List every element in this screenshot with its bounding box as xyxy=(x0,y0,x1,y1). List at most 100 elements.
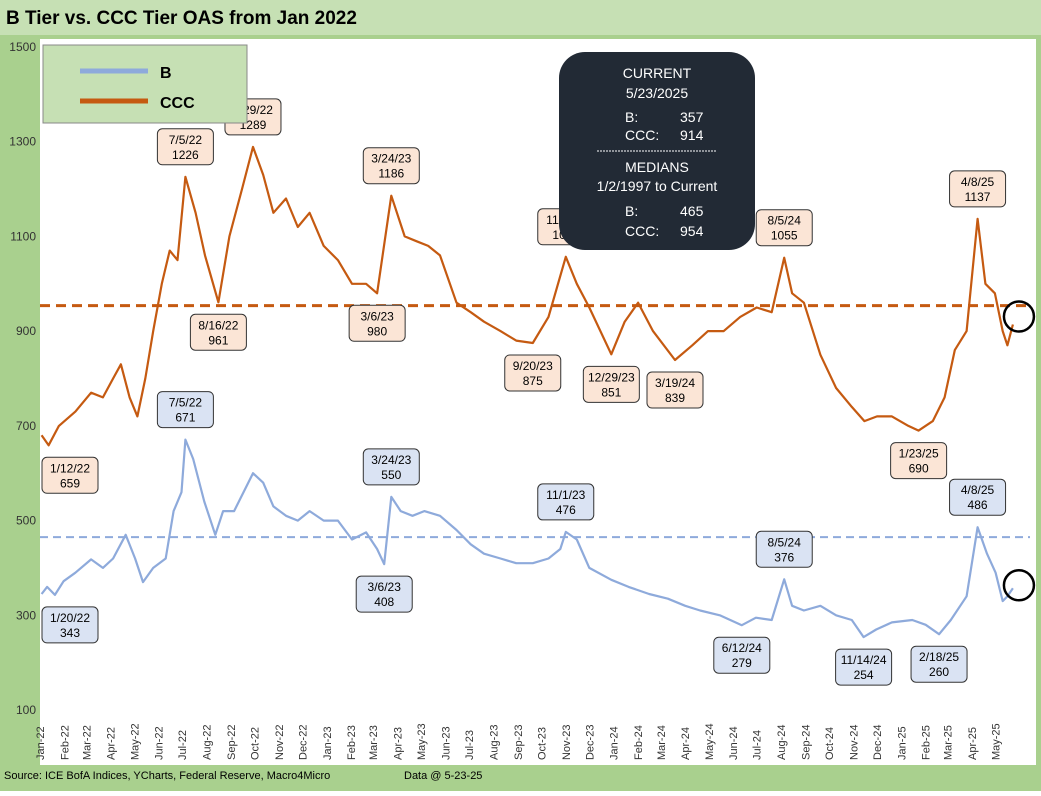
x-tick-label: Jun-24 xyxy=(728,726,740,760)
x-tick-label: Jul-22 xyxy=(177,730,189,760)
x-tick-label: Jun-23 xyxy=(441,726,453,760)
current-medians-box: CURRENT 5/23/2025 B: 357 CCC: 914 MEDIAN… xyxy=(559,52,755,250)
callout-text: 12/29/23 xyxy=(588,370,635,384)
x-tick-label: Apr-22 xyxy=(106,727,118,760)
callout-text: 1226 xyxy=(172,148,199,162)
x-tick-label: Nov-23 xyxy=(561,725,573,760)
callout-text: 343 xyxy=(60,626,80,640)
x-tick-label: Aug-22 xyxy=(202,725,214,760)
x-tick-label: Jun-22 xyxy=(154,726,166,760)
x-axis: Jan-22 Feb-22 Mar-22 Apr-22 May-22 Jun-22 Jul-… xyxy=(35,723,1003,760)
x-tick-label: Aug-24 xyxy=(776,725,788,760)
callout-box xyxy=(504,354,562,392)
y-tick-label: 900 xyxy=(16,324,36,338)
x-tick-label: Nov-22 xyxy=(274,725,286,760)
series-line-ccc xyxy=(40,145,1014,447)
callout-text: 3/19/24 xyxy=(655,376,695,390)
x-tick-label: Mar-23 xyxy=(368,725,380,760)
callout-text: 980 xyxy=(367,324,387,338)
callout-text: 550 xyxy=(381,468,401,482)
legend-label-ccc: CCC xyxy=(160,95,195,112)
callout-box xyxy=(646,371,704,409)
current-ccc-value: 914 xyxy=(680,127,704,143)
callout-box xyxy=(362,147,420,185)
x-tick-label: Nov-24 xyxy=(848,725,860,760)
callout-box xyxy=(41,456,99,494)
footer-source: Source: ICE BofA Indices, YCharts, Feder… xyxy=(4,770,330,782)
callout-text: 11/14/24 xyxy=(841,653,887,667)
callout-box xyxy=(537,483,595,521)
callout-box xyxy=(156,391,214,429)
callout-box xyxy=(582,365,640,403)
callout-text: 476 xyxy=(556,503,576,517)
callout-text: 408 xyxy=(374,595,394,609)
callout-text: 3/24/23 xyxy=(371,152,411,166)
y-tick-label: 300 xyxy=(16,608,36,622)
callout-labels: 1/20/223437/5/226713/6/234083/24/2355011… xyxy=(41,98,1007,686)
callout-text: 279 xyxy=(732,656,752,670)
x-tick-label: Jan-23 xyxy=(322,726,334,760)
callout-text: 1/20/22 xyxy=(50,611,90,625)
callout-text: 254 xyxy=(854,668,874,682)
callout-text: 839 xyxy=(665,391,685,405)
y-tick-label: 1100 xyxy=(10,229,36,243)
series-line-b xyxy=(40,438,1014,639)
x-tick-label: Sep-22 xyxy=(226,725,238,760)
x-tick-label: Dec-24 xyxy=(872,725,884,760)
x-tick-label: Apr-25 xyxy=(967,727,979,760)
x-tick-label: Mar-22 xyxy=(81,725,93,760)
callout-text: 11/1/23 xyxy=(546,488,585,502)
chart-title: B Tier vs. CCC Tier OAS from Jan 2022 xyxy=(6,8,357,29)
callout-box xyxy=(348,304,406,342)
callout-text: 690 xyxy=(909,462,929,476)
median-ccc-value: 954 xyxy=(680,223,704,239)
callout-text: 8/5/24 xyxy=(768,214,802,228)
callout-text: 4/8/25 xyxy=(961,483,995,497)
callout-text: 8/5/24 xyxy=(768,535,802,549)
current-b-marker xyxy=(1002,569,1036,602)
x-tick-label: Feb-23 xyxy=(346,725,358,760)
footer-data-date: Data @ 5-23-25 xyxy=(404,770,482,782)
callout-text: 1/12/22 xyxy=(50,461,90,475)
legend-label-b: B xyxy=(160,65,172,82)
x-tick-label: Mar-25 xyxy=(943,725,955,760)
callout-text: 1/23/25 xyxy=(899,447,939,461)
x-tick-label: May-24 xyxy=(704,723,716,760)
callout-text: 9/20/23 xyxy=(513,359,553,373)
callout-text: 1137 xyxy=(965,190,991,204)
current-b-value: 357 xyxy=(680,109,704,125)
median-b-value: 465 xyxy=(680,203,704,219)
x-tick-label: Sep-23 xyxy=(513,725,525,760)
callout-text: 961 xyxy=(208,333,228,347)
callout-box xyxy=(41,606,99,644)
callout-box xyxy=(910,645,968,683)
callout-box xyxy=(362,448,420,486)
callout-text: 260 xyxy=(929,665,949,679)
x-tick-label: Oct-24 xyxy=(824,727,836,760)
x-tick-label: Oct-22 xyxy=(250,727,262,760)
median-b-label: B: xyxy=(625,203,638,219)
callout-text: 2/18/25 xyxy=(919,650,959,664)
y-tick-label: 1500 xyxy=(9,40,36,54)
callout-text: 671 xyxy=(175,411,195,425)
callout-box xyxy=(355,575,413,613)
x-tick-label: Jul-24 xyxy=(752,730,764,760)
current-header: CURRENT xyxy=(623,65,692,81)
legend: B CCC xyxy=(42,44,248,124)
